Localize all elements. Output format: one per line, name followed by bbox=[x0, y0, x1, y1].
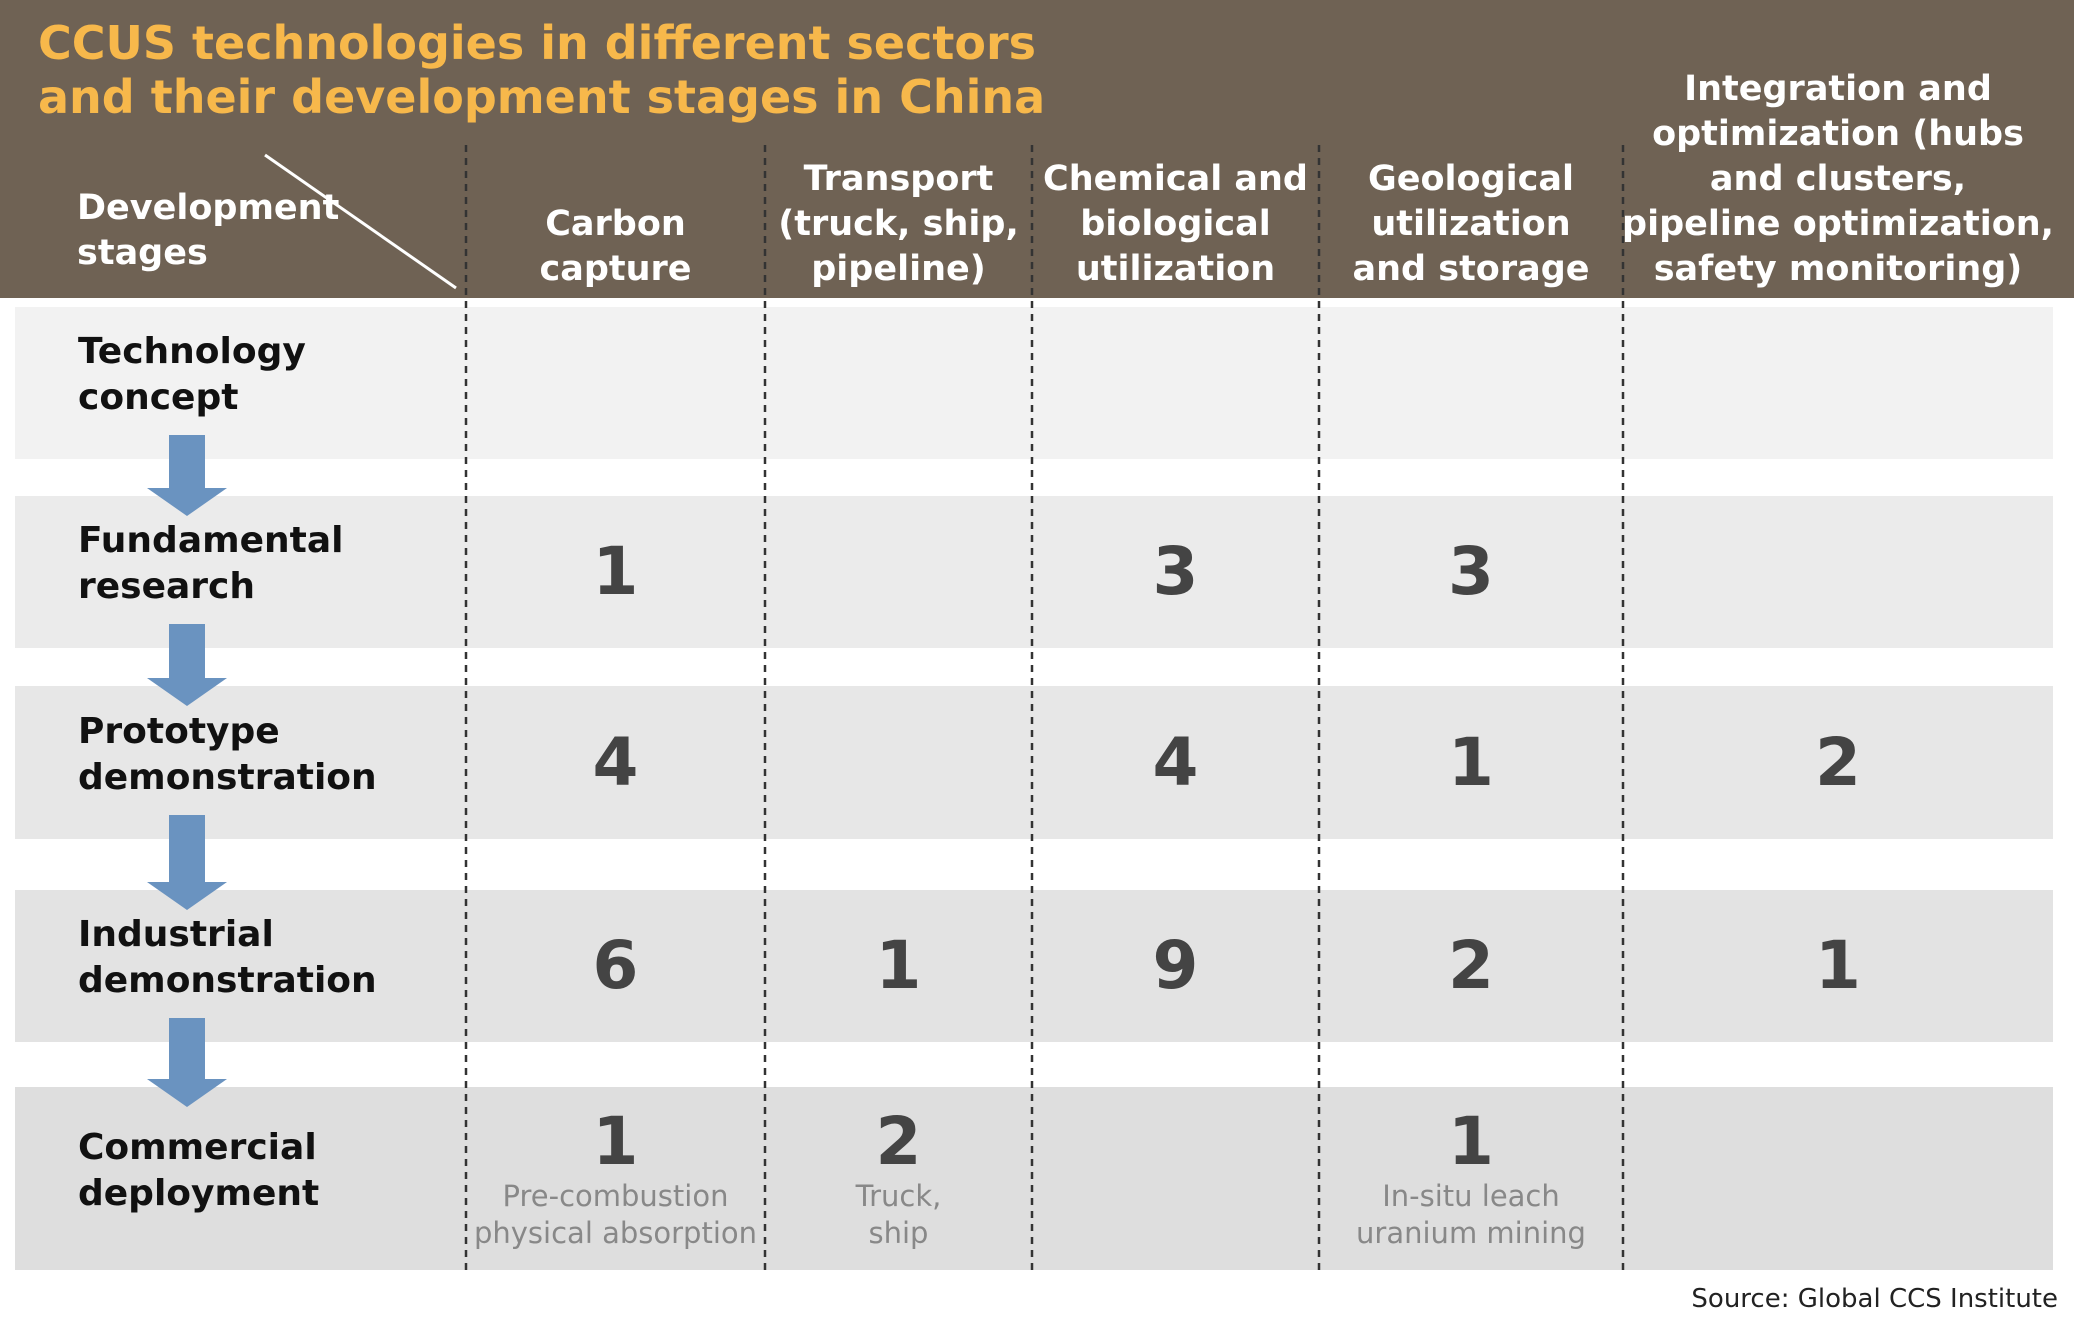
stage-line: demonstration bbox=[78, 756, 377, 798]
corner-line: Development bbox=[77, 188, 340, 228]
stage-line: Technology bbox=[78, 331, 306, 372]
cell-value: 1 bbox=[1815, 927, 1861, 1004]
cell-value: 3 bbox=[1448, 533, 1494, 610]
cell: 2 bbox=[1319, 890, 1623, 1042]
cell: 3 bbox=[1319, 496, 1623, 648]
cell-note: uranium mining bbox=[1356, 1215, 1586, 1250]
column-header: Geological utilization and storage bbox=[1319, 60, 1623, 292]
column-header-line: (truck, ship, bbox=[778, 204, 1019, 244]
cell-value: 1 bbox=[592, 1102, 639, 1180]
column-header-line: biological bbox=[1080, 204, 1271, 244]
stage-label: Commercial deployment bbox=[78, 1087, 319, 1254]
cell: 1 bbox=[1623, 890, 2053, 1042]
stage-line: Fundamental bbox=[78, 520, 344, 561]
stage-line: Industrial bbox=[78, 914, 274, 955]
cell: 4 bbox=[1032, 686, 1319, 839]
column-header-line: Geological bbox=[1368, 159, 1574, 199]
stage-line: Prototype bbox=[78, 710, 280, 752]
cell-value: 6 bbox=[592, 927, 639, 1004]
cell-note: ship bbox=[868, 1215, 929, 1250]
cell-value: 2 bbox=[875, 1102, 922, 1180]
cell-value: 3 bbox=[1152, 533, 1199, 610]
column-header-line: Chemical and bbox=[1043, 159, 1308, 199]
stage-label: Prototype demonstration bbox=[78, 686, 377, 823]
stage-line: Commercial bbox=[78, 1126, 317, 1168]
title-line: CCUS technologies in different sectors bbox=[38, 16, 1037, 70]
corner-label: Development stages bbox=[77, 186, 339, 276]
row-background bbox=[15, 307, 2053, 459]
cell: 1 bbox=[765, 890, 1032, 1042]
cell-value: 4 bbox=[592, 723, 639, 801]
cell-value: 4 bbox=[1152, 723, 1199, 801]
row-background bbox=[15, 890, 2053, 1042]
stage-label: Fundamental research bbox=[78, 496, 344, 632]
column-header-line: safety monitoring) bbox=[1653, 249, 2023, 289]
cell: 2 Truck, ship bbox=[765, 1087, 1032, 1270]
cell-value: 1 bbox=[1448, 723, 1494, 801]
row-background bbox=[15, 686, 2053, 839]
corner-diagonal bbox=[264, 153, 457, 290]
cell-value: 1 bbox=[875, 927, 922, 1004]
column-header-line: and storage bbox=[1352, 249, 1590, 289]
stage-line: demonstration bbox=[78, 960, 377, 1001]
cell-note: Truck, bbox=[855, 1178, 942, 1213]
column-header: Carbon capture bbox=[466, 60, 765, 292]
cell: 3 bbox=[1032, 496, 1319, 648]
column-header: Transport (truck, ship, pipeline) bbox=[765, 60, 1032, 292]
cell: 1 Pre-combustion physical absorption bbox=[466, 1087, 765, 1270]
source: Source: Global CCS Institute bbox=[1691, 1284, 2058, 1314]
column-header-line: utilization bbox=[1075, 249, 1276, 289]
stage-label: Industrial demonstration bbox=[78, 890, 377, 1026]
stage-label: Technology concept bbox=[78, 307, 306, 443]
title-line: and their development stages in China bbox=[38, 70, 1046, 124]
stage-line: research bbox=[78, 566, 256, 607]
column-header-line: pipeline) bbox=[811, 249, 986, 289]
column-header-line: pipeline optimization, bbox=[1622, 204, 2054, 244]
cell: 4 bbox=[466, 686, 765, 839]
stage-arrow bbox=[147, 624, 227, 706]
row-background bbox=[15, 496, 2053, 648]
column-header-line: utilization bbox=[1371, 204, 1571, 244]
column-header-line: Transport bbox=[803, 159, 994, 199]
cell: 2 bbox=[1623, 686, 2053, 839]
title: CCUS technologies in different sectors an… bbox=[38, 16, 1045, 124]
cell-value: 2 bbox=[1815, 723, 1861, 801]
column-header-line: and clusters, bbox=[1709, 159, 1967, 199]
cell-note: Pre-combustion bbox=[502, 1178, 729, 1213]
cell: 1 bbox=[1319, 686, 1623, 839]
column-header: Chemical and biological utilization bbox=[1032, 60, 1319, 292]
cell: 6 bbox=[466, 890, 765, 1042]
column-header-line: Integration and bbox=[1684, 69, 1992, 109]
cell: 1 In-situ leach uranium mining bbox=[1319, 1087, 1623, 1270]
column-header-line: optimization (hubs bbox=[1652, 114, 2024, 154]
corner-line: stages bbox=[77, 233, 208, 273]
cell: 1 bbox=[466, 496, 765, 648]
column-header: Integration and optimization (hubs and clu… bbox=[1622, 60, 2054, 292]
cell-value: 1 bbox=[592, 533, 639, 610]
header-band bbox=[0, 0, 2074, 298]
stage-arrow bbox=[147, 435, 227, 516]
stage-line: deployment bbox=[78, 1172, 320, 1214]
stage-arrow bbox=[147, 815, 227, 910]
cell: 9 bbox=[1032, 890, 1319, 1042]
cell-value: 1 bbox=[1448, 1102, 1494, 1180]
row-background bbox=[15, 1087, 2053, 1270]
cell-value: 9 bbox=[1152, 927, 1199, 1004]
cell-note: physical absorption bbox=[473, 1215, 758, 1250]
stage-arrow bbox=[147, 1018, 227, 1107]
cell-value: 2 bbox=[1448, 927, 1494, 1004]
column-header-line: Carbon bbox=[545, 204, 686, 244]
stage-line: concept bbox=[78, 377, 239, 418]
cell-note: In-situ leach bbox=[1382, 1178, 1560, 1213]
column-header-line: capture bbox=[539, 249, 692, 289]
